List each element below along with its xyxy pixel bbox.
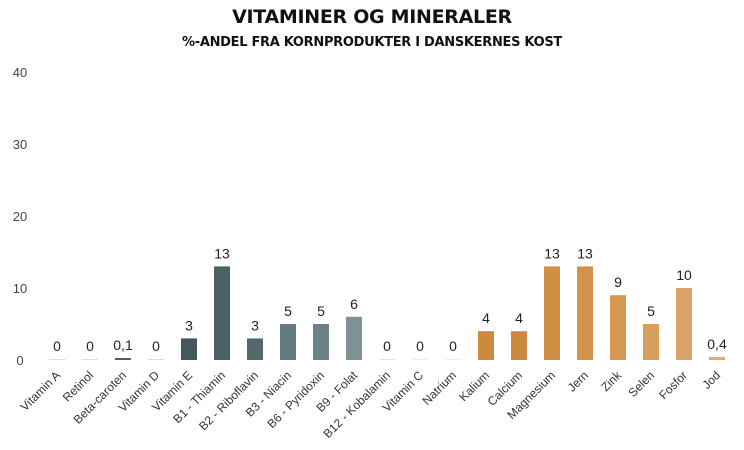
y-axis: 0 10 20 30 40 bbox=[13, 65, 27, 368]
category-label: Natrium bbox=[420, 368, 460, 408]
bar bbox=[478, 331, 494, 360]
bar bbox=[676, 288, 692, 360]
chart-title: VITAMINER OG MINERALER bbox=[232, 6, 512, 28]
data-label: 3 bbox=[185, 317, 193, 333]
bar bbox=[148, 359, 164, 360]
y-tick-label: 10 bbox=[13, 281, 27, 296]
data-label: 13 bbox=[577, 245, 593, 261]
y-tick-label: 30 bbox=[13, 137, 27, 152]
data-label: 10 bbox=[676, 267, 692, 283]
bar bbox=[610, 295, 626, 360]
bar bbox=[181, 338, 197, 360]
data-label: 0,1 bbox=[113, 337, 133, 353]
bar bbox=[445, 359, 461, 360]
data-label: 5 bbox=[284, 303, 292, 319]
bar bbox=[214, 266, 230, 360]
y-tick-label: 0 bbox=[16, 353, 23, 368]
data-label: 5 bbox=[647, 303, 655, 319]
bar bbox=[544, 266, 560, 360]
data-label: 13 bbox=[214, 245, 230, 261]
category-label: Fosfor bbox=[656, 368, 690, 402]
bar bbox=[379, 359, 395, 360]
data-label: 0 bbox=[383, 338, 391, 354]
category-label: Zink bbox=[598, 368, 625, 395]
chart-subtitle: %-ANDEL FRA KORNPRODUKTER I DANSKERNES K… bbox=[182, 35, 562, 50]
category-label: Vitamin A bbox=[18, 368, 64, 414]
data-label: 4 bbox=[515, 310, 523, 326]
data-label: 13 bbox=[544, 245, 560, 261]
bars bbox=[49, 266, 725, 360]
data-label: 0 bbox=[449, 338, 457, 354]
bar bbox=[115, 358, 131, 360]
bar bbox=[709, 357, 725, 360]
data-label: 6 bbox=[350, 296, 358, 312]
data-label: 0 bbox=[53, 338, 61, 354]
y-tick-label: 40 bbox=[13, 65, 27, 80]
data-label: 5 bbox=[317, 303, 325, 319]
data-label: 4 bbox=[482, 310, 490, 326]
bar bbox=[49, 359, 65, 360]
bar bbox=[577, 266, 593, 360]
bar bbox=[412, 359, 428, 360]
data-label: 9 bbox=[614, 274, 622, 290]
category-label: Jern bbox=[565, 368, 591, 394]
category-label: Selen bbox=[626, 368, 658, 400]
bar bbox=[346, 316, 362, 360]
bar bbox=[313, 324, 329, 360]
category-label: Jod bbox=[700, 368, 724, 392]
bar bbox=[82, 359, 98, 360]
data-labels: 0 0 0,1 0 3 13 3 5 5 6 0 0 0 4 4 13 13 9 5 10 0,4 bbox=[53, 245, 727, 354]
data-label: 0,4 bbox=[707, 336, 727, 352]
data-label: 0 bbox=[86, 338, 94, 354]
bar bbox=[247, 338, 263, 360]
data-label: 3 bbox=[251, 317, 259, 333]
bar bbox=[643, 324, 659, 360]
data-label: 0 bbox=[152, 338, 160, 354]
y-tick-label: 20 bbox=[13, 209, 27, 224]
bar bbox=[511, 331, 527, 360]
bar bbox=[280, 324, 296, 360]
data-label: 0 bbox=[416, 338, 424, 354]
